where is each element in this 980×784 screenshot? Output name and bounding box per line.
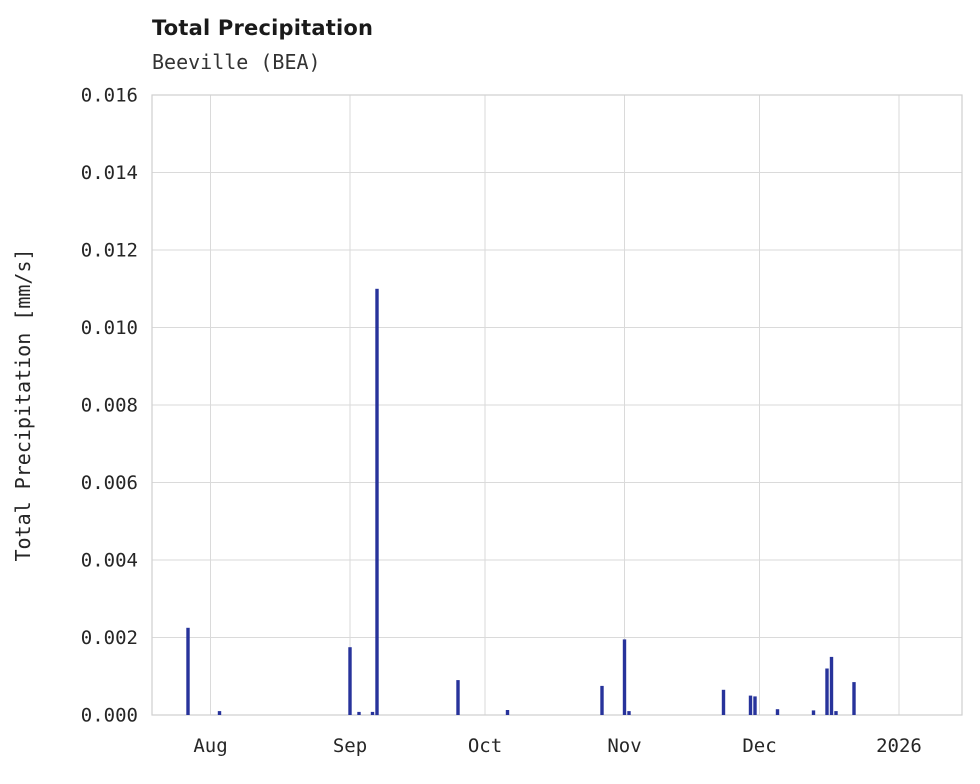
precipitation-bar (456, 680, 460, 715)
precipitation-bar (600, 685, 604, 715)
precipitation-bar (753, 696, 757, 715)
precipitation-bar (834, 711, 838, 715)
precipitation-bar (748, 695, 753, 715)
x-tick-label: 2026 (876, 735, 922, 757)
precipitation-bar (627, 711, 631, 715)
precipitation-bar (829, 656, 834, 715)
chart-title: Total Precipitation (152, 16, 374, 40)
precipitation-bar (622, 639, 627, 715)
y-tick-label: 0.012 (81, 240, 138, 262)
y-tick-label: 0.000 (81, 705, 138, 727)
y-tick-label: 0.008 (81, 395, 138, 417)
precipitation-bar (775, 709, 780, 715)
chart-subtitle: Beeville (BEA) (152, 50, 321, 74)
x-tick-label: Sep (333, 735, 367, 757)
y-tick-label: 0.010 (81, 317, 138, 339)
y-tick-label: 0.004 (81, 550, 138, 572)
precipitation-bar (348, 647, 352, 715)
precipitation-bar (375, 288, 379, 716)
x-tick-label: Aug (193, 735, 227, 757)
plot-border (151, 94, 963, 716)
precipitation-bar (217, 711, 222, 715)
precipitation-bar (370, 711, 375, 715)
precipitation-bar (186, 627, 190, 715)
x-tick-label: Nov (607, 735, 641, 757)
precipitation-bar (357, 711, 361, 715)
x-tick-label: Dec (742, 735, 776, 757)
y-tick-label: 0.006 (81, 472, 138, 494)
y-tick-label: 0.014 (81, 162, 138, 184)
precipitation-bar (811, 710, 816, 715)
y-tick-label: 0.016 (81, 85, 138, 107)
precipitation-bar (825, 668, 829, 715)
precipitation-bar (721, 689, 726, 715)
y-axis-label: Total Precipitation [mm/s] (11, 248, 35, 561)
precipitation-bar (852, 682, 856, 715)
y-tick-label: 0.002 (81, 627, 138, 649)
x-tick-label: Oct (468, 735, 502, 757)
precipitation-bar (505, 710, 510, 715)
